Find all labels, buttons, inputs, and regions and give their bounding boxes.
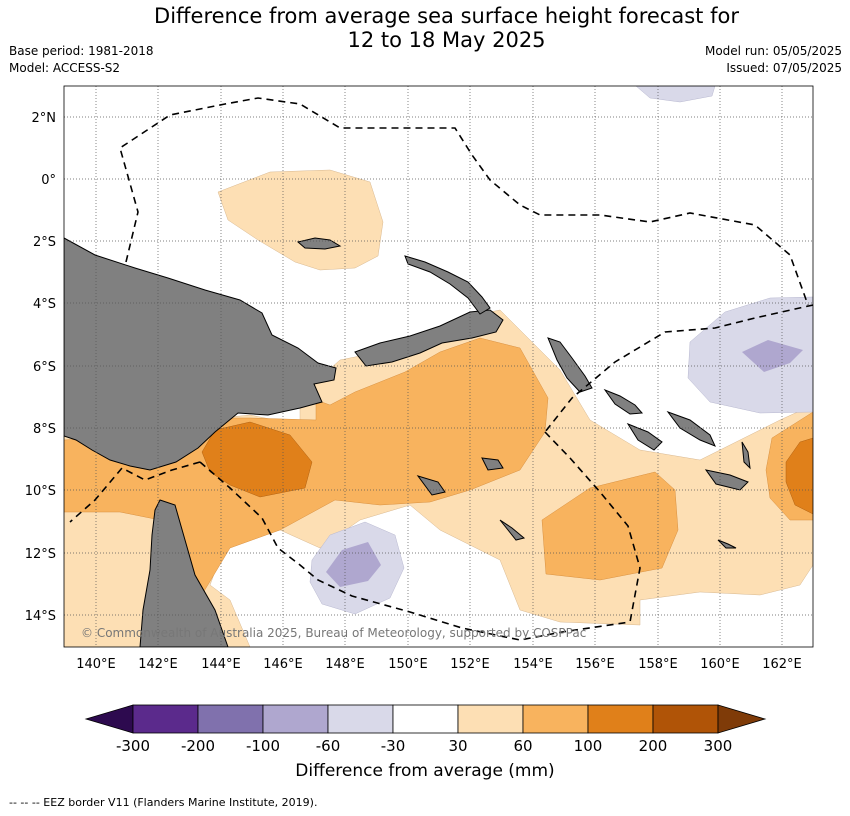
anomaly-neg-north	[635, 86, 716, 103]
land-vanuatu-1	[741, 441, 751, 470]
lon-label: 158°E	[638, 657, 678, 672]
colorbar-swatch	[132, 704, 199, 734]
colorbar-swatch	[587, 704, 654, 734]
title-line-1: Difference from average sea surface heig…	[154, 4, 739, 28]
latitude-labels: 2°N 0° 2°S 4°S 6°S 8°S 10°S 12°S 14°S	[25, 111, 56, 624]
anomaly-neg-mid-east	[742, 340, 803, 372]
lat-label: 2°S	[33, 235, 56, 250]
lat-label: 8°S	[33, 422, 56, 437]
eez-borders	[69, 97, 813, 641]
map-area: © Commonwealth of Australia 2025, Bureau…	[64, 86, 813, 647]
colorbar-tick-label: 300	[704, 737, 733, 755]
land-d-entrecasteaux	[416, 475, 446, 496]
land-louisiades	[499, 519, 526, 541]
land-cape-york	[139, 499, 229, 647]
colorbar-tick-label: 30	[448, 737, 467, 755]
eez-west	[69, 461, 201, 523]
colorbar-over-triangle	[717, 704, 767, 734]
land-solomons-1	[603, 388, 644, 415]
lat-label: 10°S	[25, 484, 56, 499]
colorbar-tick-label: 100	[574, 737, 603, 755]
meta-right: Model run: 05/05/2025 Issued: 07/05/2025	[705, 43, 842, 77]
land-bougainville	[547, 337, 593, 393]
colorbar-tick-label: -30	[381, 737, 406, 755]
issued-date: Issued: 07/05/2025	[726, 61, 842, 75]
land-new-ireland	[404, 255, 491, 315]
colorbar: -300 -200 -100 -60 -30 30 60 100 200 300	[84, 704, 767, 755]
colorbar-tick-label: -200	[181, 737, 215, 755]
longitude-labels: 140°E 142°E 144°E 146°E 148°E 150°E 152°…	[76, 657, 802, 672]
lon-label: 156°E	[575, 657, 615, 672]
lat-label: 14°S	[25, 609, 56, 624]
colorbar-tick-label: -60	[316, 737, 341, 755]
land-new-britain	[354, 309, 504, 367]
colorbar-swatches	[132, 704, 719, 734]
colorbar-swatch	[262, 704, 329, 734]
lon-label: 140°E	[76, 657, 116, 672]
lon-label: 146°E	[263, 657, 303, 672]
land-masses	[64, 237, 751, 647]
model-run: Model run: 05/05/2025	[704, 44, 842, 58]
lon-label: 160°E	[700, 657, 740, 672]
lat-label: 6°S	[33, 360, 56, 375]
colorbar-tick-label: -300	[116, 737, 150, 755]
lat-label: 12°S	[25, 547, 56, 562]
map-frame	[63, 85, 814, 648]
meta-left: Base period: 1981-2018 Model: ACCESS-S2	[9, 43, 154, 77]
eez-legend-note: -- -- -- EEZ border V11 (Flanders Marine…	[9, 796, 318, 809]
lon-label: 162°E	[762, 657, 802, 672]
eez-png-outer	[119, 97, 809, 306]
eez-mid-south	[544, 431, 641, 623]
chart-title: Difference from average sea surface heig…	[0, 4, 850, 52]
model-name: Model: ACCESS-S2	[9, 61, 121, 75]
colorbar-swatch	[197, 704, 264, 734]
graticule	[64, 86, 813, 647]
eez-east	[544, 304, 813, 433]
colorbar-tick-labels: -300 -200 -100 -60 -30 30 60 100 200 300	[116, 737, 732, 755]
colorbar-swatch	[457, 704, 524, 734]
colorbar-swatch	[522, 704, 589, 734]
lon-label: 142°E	[138, 657, 178, 672]
colorbar-swatch	[327, 704, 394, 734]
title-line-2: 12 to 18 May 2025	[347, 28, 546, 52]
base-period: Base period: 1981-2018	[9, 44, 154, 58]
copyright-text: © Commonwealth of Australia 2025, Bureau…	[81, 626, 586, 640]
land-solomons-4	[704, 469, 749, 491]
colorbar-swatch	[392, 704, 459, 734]
lon-label: 144°E	[201, 657, 241, 672]
anomaly-30-60-north	[217, 169, 384, 271]
lat-label: 2°N	[32, 111, 57, 126]
lon-label: 150°E	[388, 657, 428, 672]
lat-label: 0°	[41, 173, 56, 188]
colorbar-tick-label: -100	[246, 737, 280, 755]
lon-label: 152°E	[450, 657, 490, 672]
colorbar-swatch	[652, 704, 719, 734]
lat-label: 4°S	[33, 297, 56, 312]
lon-label: 148°E	[325, 657, 365, 672]
colorbar-label: Difference from average (mm)	[295, 761, 555, 781]
colorbar-tick-label: 60	[513, 737, 532, 755]
land-vanuatu-2	[717, 539, 737, 549]
lon-label: 154°E	[513, 657, 553, 672]
map-figure: © Commonwealth of Australia 2025, Bureau…	[25, 85, 814, 755]
colorbar-tick-label: 200	[639, 737, 668, 755]
land-woodlark	[481, 457, 504, 471]
anomaly-100-200-east	[785, 437, 813, 515]
land-manus	[296, 237, 342, 250]
land-new-guinea	[64, 237, 337, 471]
colorbar-under-triangle	[84, 704, 134, 734]
eez-south	[199, 461, 631, 641]
